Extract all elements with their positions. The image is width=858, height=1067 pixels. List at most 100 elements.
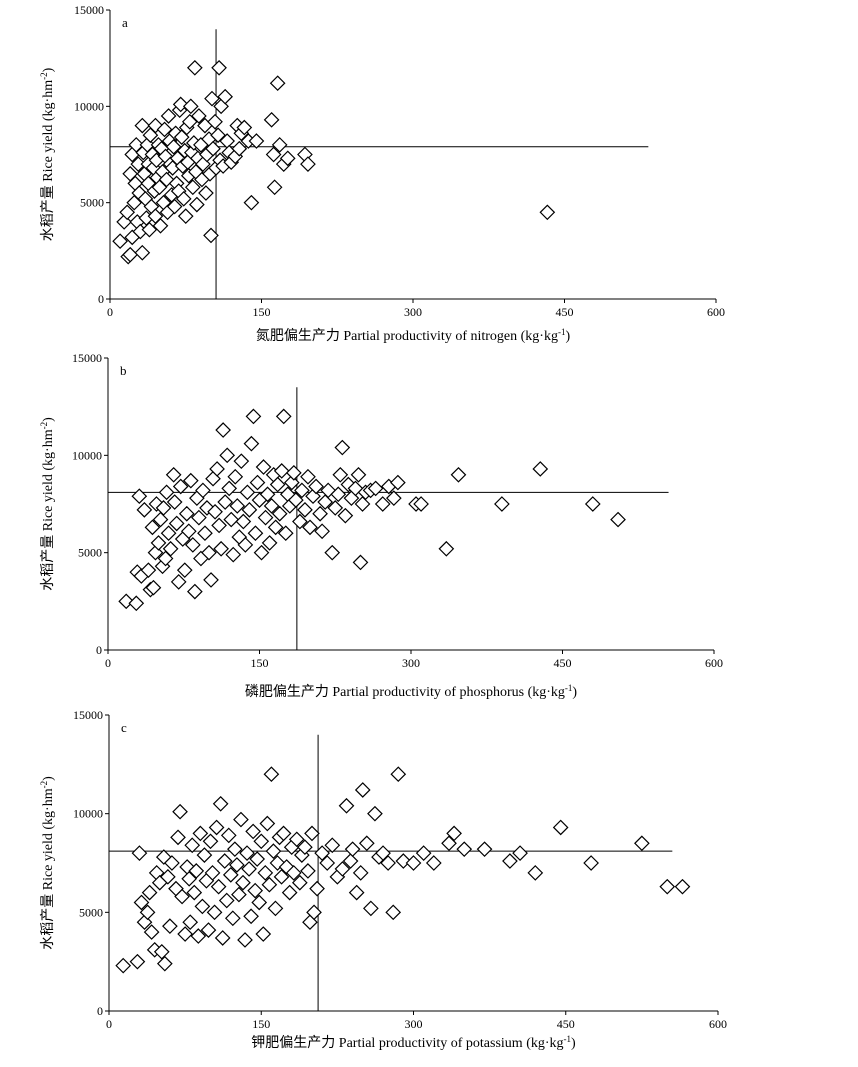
- panel-a-data-point: [191, 108, 207, 124]
- panel-b-ytick-label: 0: [96, 643, 102, 657]
- panel-b-data-point: [584, 496, 601, 512]
- panel-b-data-point: [145, 579, 162, 596]
- panel-a-data-point: [165, 138, 182, 155]
- panel-b-data-point: [367, 480, 384, 497]
- panel-a-data-point: [184, 179, 201, 196]
- panel-c-data-point: [583, 855, 599, 871]
- panel-c-data-point: [395, 853, 412, 869]
- panel-b-data-point: [532, 461, 549, 477]
- panel-c-data-point: [224, 910, 241, 927]
- panel-b-x-axis-label: 磷肥偏生产力 Partial productivity of phosphoru…: [245, 683, 578, 700]
- panel-c-data-point: [143, 924, 160, 940]
- panel-c-data-point: [184, 837, 201, 854]
- panel-a-data-point: [217, 88, 233, 105]
- panel-a-data-point: [198, 185, 214, 201]
- panel-a-xtick-label: 300: [404, 305, 422, 319]
- panel-b-data-point: [227, 468, 244, 485]
- panel-c-data-point: [222, 866, 239, 883]
- panel-b-data-point: [255, 459, 272, 475]
- panel-b-data-point: [215, 422, 231, 438]
- panel-b-data-point: [275, 408, 292, 425]
- panel-c-data-point: [314, 845, 330, 861]
- panel-a-data-point: [134, 244, 151, 261]
- panel-b-data-point: [239, 484, 256, 501]
- panel-b-data-point: [273, 463, 290, 479]
- panel-c-data-point: [202, 833, 219, 850]
- panel-b-data-point: [330, 486, 347, 503]
- panel-a-data-point: [134, 117, 151, 134]
- panel-b-xtick-label: 150: [251, 656, 269, 670]
- panel-b-data-point: [176, 562, 193, 579]
- panel-b-data-point: [269, 476, 286, 493]
- panel-b-data-point: [166, 494, 183, 510]
- panel-b-data-point: [211, 517, 227, 534]
- panel-a-data-point: [236, 119, 253, 136]
- panel-a-data-point: [189, 196, 205, 213]
- panel-a-xtick-label: 150: [253, 305, 271, 319]
- panel-c-data-point: [415, 845, 432, 861]
- panel-b-data-point: [332, 466, 349, 483]
- panel-c-xtick-label: 450: [557, 1017, 575, 1031]
- panel-b-data-point: [160, 525, 177, 542]
- panel-c-data-point: [194, 898, 211, 915]
- panel-c-data-point: [288, 831, 305, 848]
- panel-a-data-point: [141, 221, 158, 238]
- panel-c-data-point: [348, 884, 365, 901]
- panel-a-xtick-label: 450: [556, 305, 574, 319]
- panel-b-data-point: [385, 490, 402, 507]
- panel-a-data-point: [243, 194, 260, 211]
- panel-c-data-point: [206, 904, 223, 921]
- panel-c-data-point: [476, 841, 493, 858]
- panel-a-data-point: [279, 150, 296, 167]
- panel-a-ytick-label: 0: [98, 292, 104, 306]
- panel-c-data-point: [188, 863, 205, 879]
- panel-b-data-point: [277, 525, 294, 542]
- panel-b-data-point: [213, 540, 229, 557]
- panel-a-data-point: [181, 113, 198, 130]
- panel-b-data-point: [314, 523, 330, 540]
- panel-a-data-point: [205, 140, 221, 157]
- panel-b-data-point: [249, 474, 266, 491]
- panel-b-data-point: [219, 447, 236, 464]
- panel-c-data-point: [200, 922, 217, 938]
- panel-a-data-point: [119, 204, 136, 221]
- panel-c-data-point: [245, 823, 261, 840]
- panel-b-data-point: [162, 540, 179, 557]
- panel-a-data-point: [266, 179, 283, 196]
- panel-b-data-point: [494, 496, 510, 512]
- panel-c-data-point: [273, 868, 290, 885]
- panel-c-data-point: [319, 855, 336, 871]
- panel-c-data-point: [354, 782, 371, 798]
- panel-b-data-point: [178, 505, 195, 522]
- panel-c-data-point: [297, 839, 313, 856]
- panel-b-data-point: [302, 519, 318, 536]
- panel-c-data-point: [115, 957, 132, 974]
- panel-b-data-point: [203, 572, 219, 588]
- panel-b-data-point: [191, 509, 207, 526]
- panel-a-ytick-label: 10000: [74, 99, 104, 113]
- panel-c-data-point: [291, 874, 308, 891]
- panel-c-data-point: [210, 878, 227, 895]
- panel-b-data-point: [354, 496, 371, 512]
- panel-c-data-point: [324, 837, 341, 854]
- panel-c-data-point: [275, 825, 292, 842]
- panel-c-data-point: [212, 795, 229, 812]
- panel-a-y-axis-label: 水稻产量 Rice yield (kg·hm-2): [39, 67, 56, 241]
- panel-a-data-point: [160, 108, 177, 124]
- panel-c-xtick-label: 150: [252, 1017, 270, 1031]
- panel-c-data-point: [177, 926, 193, 942]
- panel-c-data-point: [285, 865, 302, 881]
- panel-c-data-point: [344, 841, 361, 858]
- panel-b-data-point: [229, 498, 246, 514]
- panel-c-data-point: [241, 861, 257, 877]
- panel-a-data-point: [265, 146, 282, 163]
- panel-b-data-point: [450, 466, 467, 483]
- panel-b-data-point: [285, 465, 302, 481]
- panel-c-data-point: [186, 884, 203, 901]
- panel-c-data-point: [261, 876, 278, 893]
- panel-c-data-point: [390, 766, 407, 783]
- panel-b-data-point: [221, 480, 238, 497]
- panel-a-tag: a: [122, 15, 128, 30]
- panel-c-data-point: [300, 863, 316, 879]
- panel-a-data-point: [112, 233, 128, 250]
